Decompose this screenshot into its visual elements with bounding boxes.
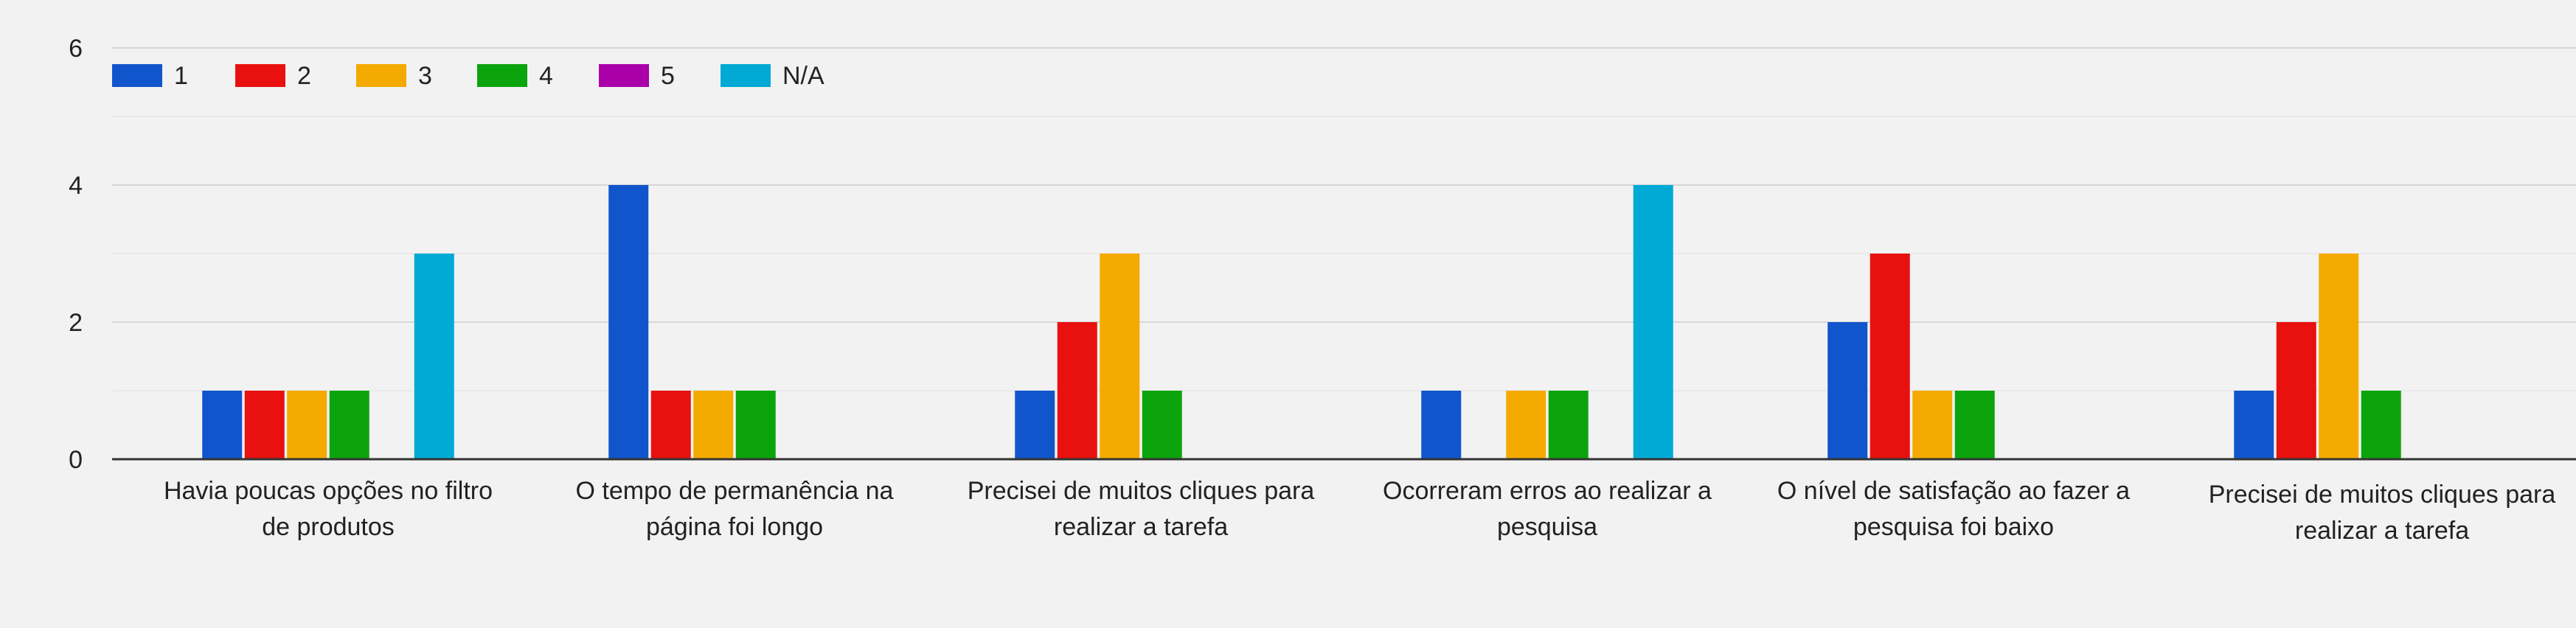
legend-swatch [721,64,771,87]
y-tick-label: 2 [69,309,83,337]
legend-label: 2 [297,62,311,90]
legend-swatch [235,64,285,87]
x-tick-label: O tempo de permanência na [576,477,894,505]
legend-label: N/A [782,62,824,90]
x-tick-label: realizar a tarefa [2295,517,2469,545]
bar [1015,391,1055,459]
bar [1827,322,1868,459]
x-tick-label: Precisei de muitos cliques para [2209,481,2556,509]
bars [202,185,2401,459]
bar [2361,391,2401,459]
bar [1912,391,1953,459]
bar [1421,391,1462,459]
legend: 1 2 3 4 5 N/A [112,62,824,90]
legend-label: 4 [539,62,553,90]
bar [2319,254,2359,459]
bar [650,391,691,459]
bar [735,391,776,459]
bar [1954,391,1995,459]
bar [202,391,243,459]
legend-label: 1 [174,62,188,90]
gridlines [112,47,2576,391]
legend-label: 5 [661,62,675,90]
x-tick-label: Precisei de muitos cliques para [968,477,1315,505]
legend-swatch [599,64,649,87]
bar [1869,254,1910,459]
bar [414,254,454,459]
bar [608,185,649,459]
y-tick-label: 0 [69,446,83,474]
bar [1142,391,1182,459]
bar [1633,185,1673,459]
x-tick-label: pesquisa [1497,513,1597,541]
bar [244,391,285,459]
bar [2276,322,2316,459]
bar [287,391,327,459]
bar [2234,391,2274,459]
x-tick-label: realizar a tarefa [1054,513,1228,541]
bar [1100,254,1140,459]
x-tick-label: Havia poucas opções no filtro [164,477,493,505]
bar [329,391,369,459]
x-axis-labels: Havia poucas opções no filtro de produtos… [164,477,2555,545]
bar [1057,322,1097,459]
legend-swatch [477,64,527,87]
x-tick-label: de produtos [262,513,395,541]
x-tick-label: Ocorreram erros ao realizar a [1383,477,1712,505]
legend-swatch [112,64,162,87]
bar [1548,391,1589,459]
y-tick-label: 4 [69,172,83,200]
legend-label: 3 [418,62,432,90]
bar [1506,391,1546,459]
legend-swatch [356,64,406,87]
y-tick-label: 6 [69,35,83,63]
bar [693,391,734,459]
x-tick-label: pesquisa foi baixo [1853,513,2054,541]
x-tick-label: página foi longo [646,513,823,541]
x-tick-label: O nível de satisfação ao fazer a [1777,477,2130,505]
y-axis-ticks: 0 2 4 6 [69,35,83,474]
